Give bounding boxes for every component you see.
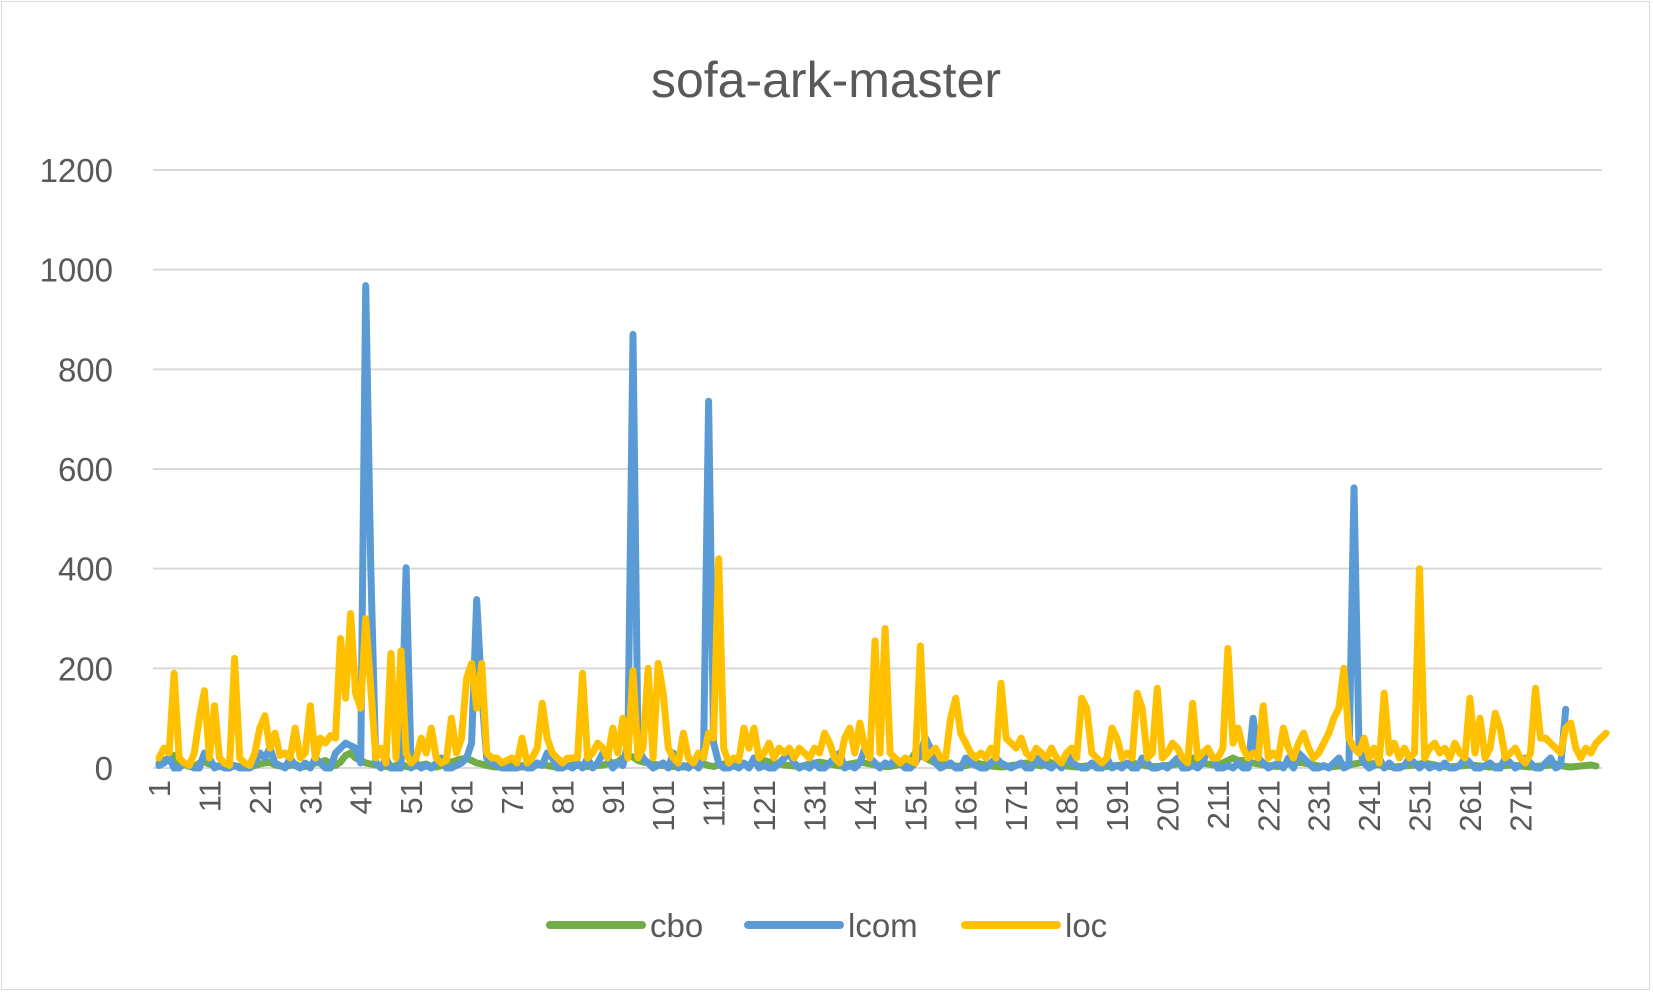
legend-label-loc: loc — [1065, 907, 1107, 944]
x-tick-label: 61 — [445, 780, 480, 814]
chart-title: sofa-ark-master — [651, 52, 1001, 108]
x-tick-label: 131 — [797, 780, 832, 832]
x-tick-label: 51 — [394, 780, 429, 814]
legend: cbo lcom loc — [546, 907, 1107, 944]
x-tick-label: 91 — [596, 780, 631, 814]
x-tick-label: 211 — [1201, 780, 1236, 829]
series-line-loc — [155, 555, 1610, 769]
x-tick-label: 251 — [1403, 780, 1438, 832]
y-tick-label: 0 — [95, 750, 113, 787]
x-tick-label: 221 — [1251, 780, 1286, 832]
x-tick-label: 101 — [646, 780, 681, 832]
x-tick-label: 231 — [1302, 780, 1337, 832]
x-tick-label: 171 — [999, 780, 1034, 832]
x-tick-label: 81 — [545, 780, 580, 814]
y-tick-label: 600 — [58, 451, 113, 488]
x-tick-label: 1 — [142, 780, 177, 797]
x-tick-label: 11 — [192, 780, 227, 812]
x-tick-label: 191 — [1100, 780, 1135, 832]
series-line-lcom — [155, 282, 1570, 772]
x-tick-label: 261 — [1453, 780, 1488, 832]
x-tick-label: 121 — [747, 780, 782, 832]
x-tick-label: 181 — [1050, 780, 1085, 832]
x-tick-label: 241 — [1352, 780, 1387, 832]
y-tick-label: 1200 — [40, 152, 113, 189]
y-tick-label: 200 — [58, 650, 113, 687]
x-tick-label: 151 — [898, 780, 933, 832]
x-tick-label: 201 — [1150, 780, 1185, 832]
x-tick-label: 111 — [697, 780, 732, 827]
x-axis-ticks: 1 11 21 31 41 51 61 71 81 91 101 111 121 131 141 151 161… — [142, 780, 1538, 832]
y-tick-label: 1000 — [40, 252, 113, 289]
x-tick-label: 21 — [243, 780, 278, 814]
y-tick-label: 800 — [58, 351, 113, 388]
y-tick-label: 400 — [58, 551, 113, 588]
series-lines — [155, 282, 1610, 772]
legend-label-cbo: cbo — [650, 907, 703, 944]
x-tick-label: 31 — [293, 780, 328, 814]
x-tick-label: 71 — [495, 780, 530, 814]
x-tick-label: 141 — [848, 780, 883, 832]
y-axis-ticks: 0 200 400 600 800 1000 1200 — [40, 152, 113, 787]
x-tick-label: 161 — [949, 780, 984, 832]
x-tick-label: 41 — [344, 780, 379, 814]
x-tick-label: 271 — [1503, 780, 1538, 832]
legend-label-lcom: lcom — [848, 907, 918, 944]
